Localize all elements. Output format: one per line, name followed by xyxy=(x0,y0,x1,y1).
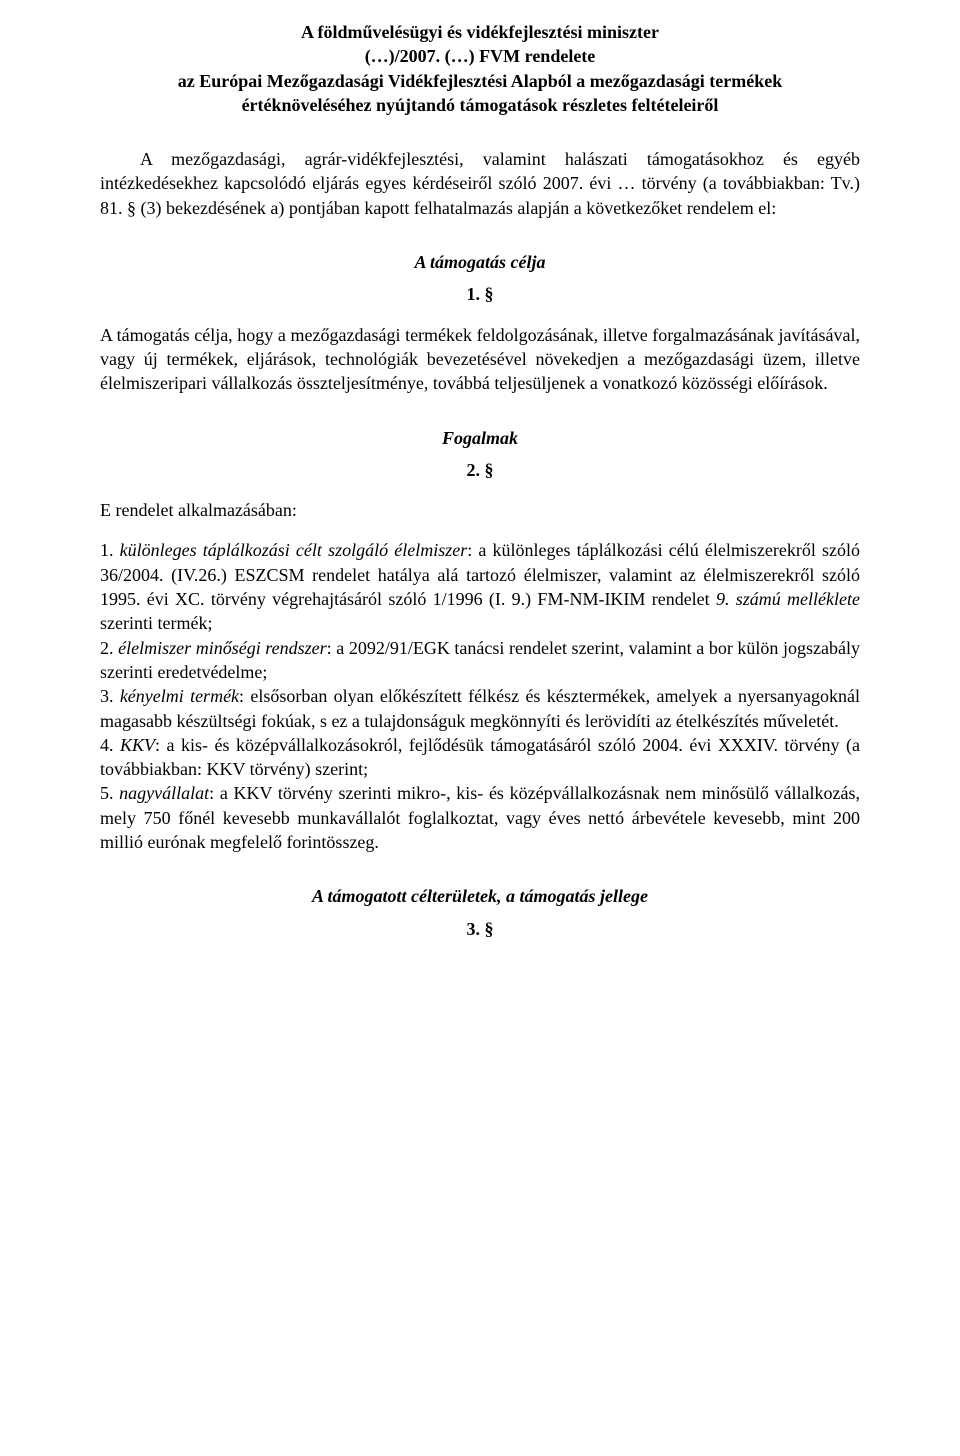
def-1-num: 1. xyxy=(100,540,120,560)
def-4-text: : a kis- és középvállalkozásokról, fejlő… xyxy=(100,735,860,779)
title-line-2: (…)/2007. (…) FVM rendelete xyxy=(100,44,860,68)
section-2-lead: E rendelet alkalmazásában: xyxy=(100,498,860,522)
def-3-num: 3. xyxy=(100,686,120,706)
definitions-block: 1. különleges táplálkozási célt szolgáló… xyxy=(100,538,860,854)
def-1-italic: 9. számú melléklete xyxy=(716,589,860,609)
title-line-3: az Európai Mezőgazdasági Vidékfejlesztés… xyxy=(100,69,860,93)
section-1-heading: A támogatás célja xyxy=(100,250,860,274)
intro-paragraph: A mezőgazdasági, agrár-vidékfejlesztési,… xyxy=(100,147,860,220)
section-3-heading: A támogatott célterületek, a támogatás j… xyxy=(100,884,860,908)
section-1-body: A támogatás célja, hogy a mezőgazdasági … xyxy=(100,323,860,396)
def-5-text: : a KKV törvény szerinti mikro-, kis- és… xyxy=(100,783,860,852)
def-1-term: különleges táplálkozási célt szolgáló él… xyxy=(120,540,468,560)
def-3-term: kényelmi termék xyxy=(120,686,239,706)
def-2-num: 2. xyxy=(100,638,118,658)
def-5-num: 5. xyxy=(100,783,119,803)
title-line-4: értéknöveléséhez nyújtandó támogatások r… xyxy=(100,93,860,117)
def-2-term: élelmiszer minőségi rendszer xyxy=(118,638,327,658)
section-2-number: 2. § xyxy=(100,458,860,482)
section-2-heading: Fogalmak xyxy=(100,426,860,450)
section-1-number: 1. § xyxy=(100,282,860,306)
document-title: A földművelésügyi és vidékfejlesztési mi… xyxy=(100,20,860,117)
title-line-1: A földművelésügyi és vidékfejlesztési mi… xyxy=(100,20,860,44)
def-1-text-b: szerinti termék; xyxy=(100,613,212,633)
def-4-term: KKV xyxy=(120,735,155,755)
def-5-term: nagyvállalat xyxy=(119,783,209,803)
section-3-number: 3. § xyxy=(100,917,860,941)
def-4-num: 4. xyxy=(100,735,120,755)
